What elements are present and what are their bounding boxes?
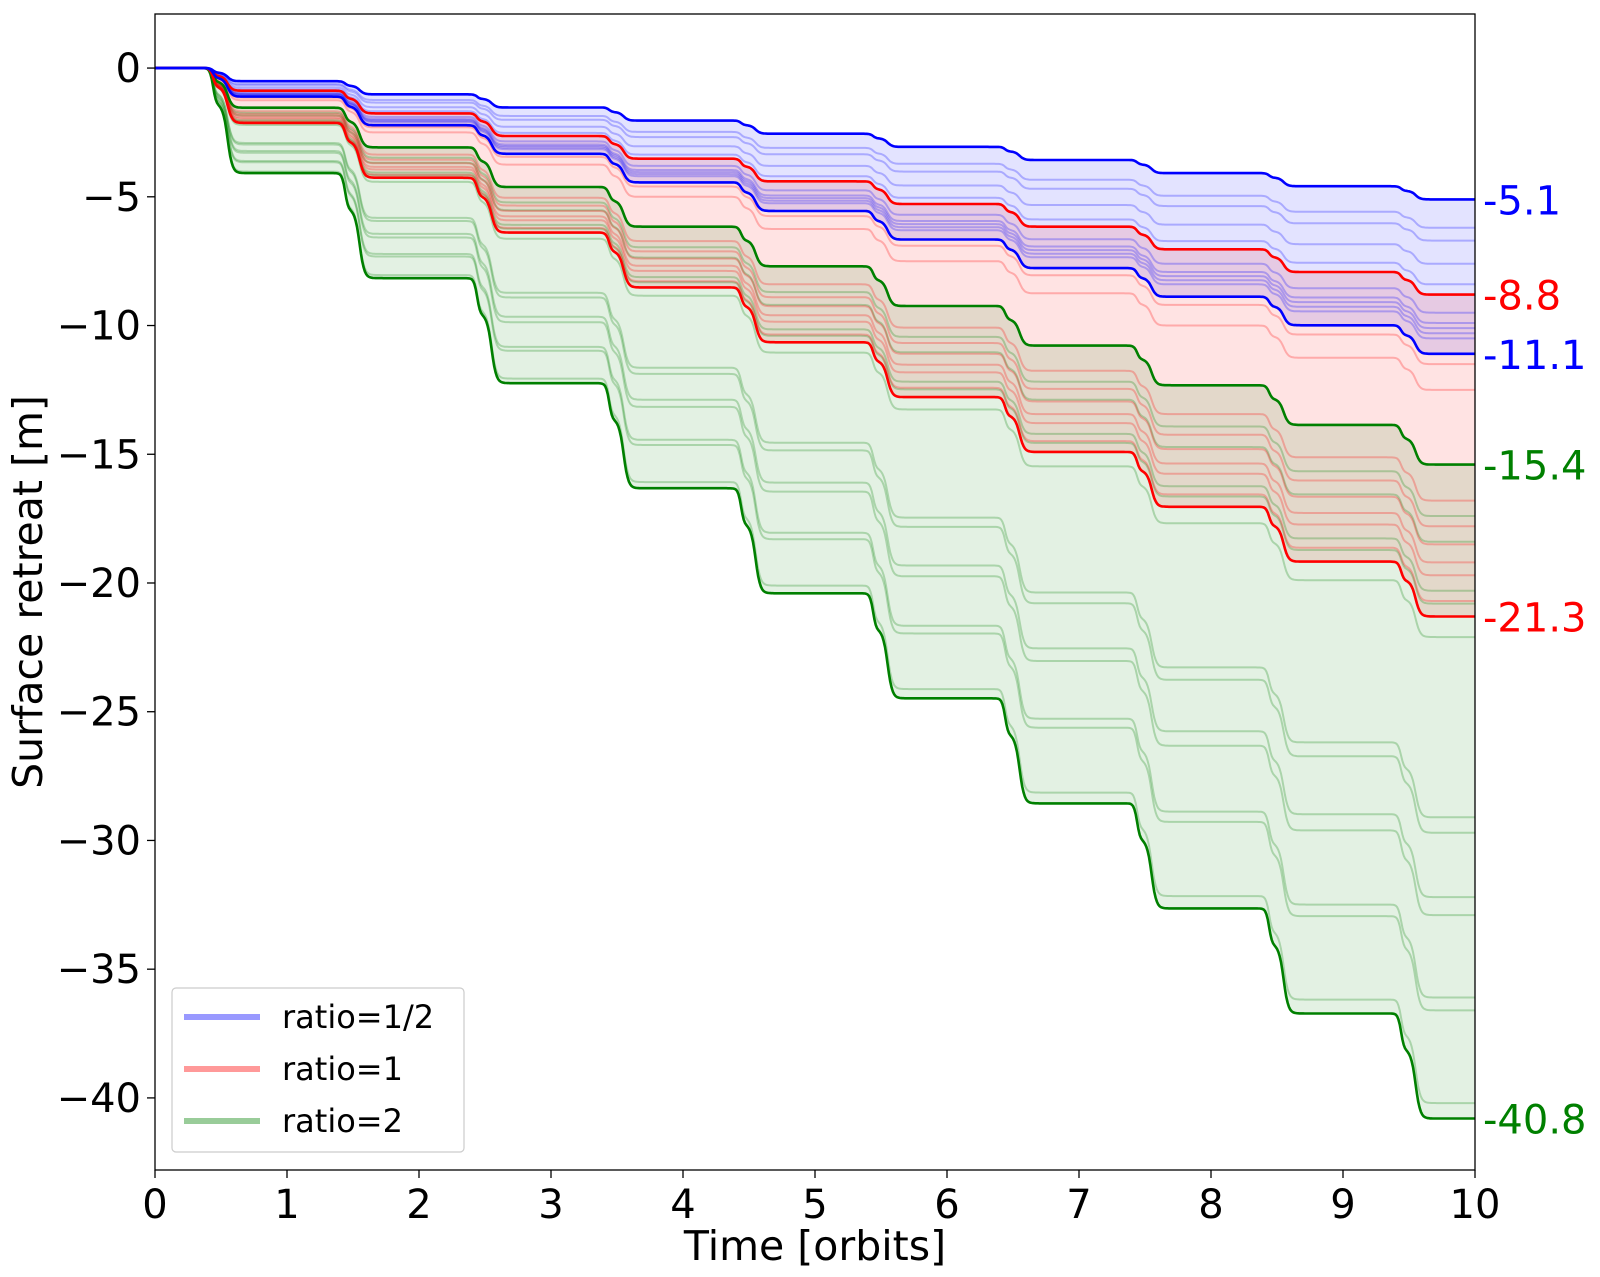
member-line-2-6 xyxy=(155,67,1475,819)
envelope-line-1-0 xyxy=(155,66,1475,296)
member-line-0-6 xyxy=(155,67,1475,324)
x-tick-label: 10 xyxy=(1450,1182,1501,1228)
x-tick-label: 1 xyxy=(274,1182,299,1228)
x-tick-label: 7 xyxy=(1066,1182,1091,1228)
member-line-0-5 xyxy=(155,67,1475,314)
x-axis-label: Time [orbits] xyxy=(683,1222,946,1270)
envelope-line-2-1 xyxy=(155,66,1475,1120)
member-line-1-4 xyxy=(155,67,1475,528)
legend-box xyxy=(171,987,465,1153)
member-line-0-8 xyxy=(155,67,1475,335)
y-tick-label: −30 xyxy=(57,818,141,864)
member-line-2-5 xyxy=(155,67,1475,639)
legend-label-ratio-half: ratio=1/2 xyxy=(282,998,434,1036)
member-line-2-7 xyxy=(155,67,1475,834)
x-tick-label: 3 xyxy=(538,1182,563,1228)
final-value-annotations: -5.1 -8.8 -11.1 -15.4 -21.3 -40.8 xyxy=(1483,178,1587,1143)
x-tick-label: 0 xyxy=(142,1182,167,1228)
member-line-2-10 xyxy=(155,67,1475,999)
final-value-label: -15.4 xyxy=(1483,444,1587,490)
member-line-2-8 xyxy=(155,67,1475,899)
y-tick-label: −35 xyxy=(57,947,141,993)
x-tick-label: 9 xyxy=(1330,1182,1355,1228)
envelope-line-0-1 xyxy=(155,66,1475,356)
envelope-lines xyxy=(155,66,1475,1120)
envelope-line-2-0 xyxy=(155,66,1475,466)
member-line-2-9 xyxy=(155,67,1475,917)
x-axis-ticks: 0 1 2 3 4 5 6 7 8 9 10 xyxy=(142,1170,1500,1228)
member-line-0-2 xyxy=(155,67,1475,242)
y-tick-label: −20 xyxy=(57,561,141,607)
member-line-2-1 xyxy=(155,67,1475,517)
envelope-line-0-0 xyxy=(155,66,1475,201)
legend-label-ratio-2: ratio=2 xyxy=(282,1102,403,1140)
final-value-label: -21.3 xyxy=(1483,595,1587,641)
final-value-label: -11.1 xyxy=(1483,333,1587,379)
member-line-1-2 xyxy=(155,67,1475,391)
member-line-1-1 xyxy=(155,67,1475,366)
x-tick-label: 6 xyxy=(934,1182,959,1228)
y-tick-label: −5 xyxy=(82,175,141,221)
x-tick-label: 5 xyxy=(802,1182,827,1228)
y-axis-label: Surface retreat [m] xyxy=(4,395,52,789)
member-line-0-9 xyxy=(155,67,1475,340)
member-line-1-7 xyxy=(155,67,1475,577)
final-value-label: -8.8 xyxy=(1483,274,1561,320)
x-tick-label: 4 xyxy=(670,1182,695,1228)
member-line-0-1 xyxy=(155,67,1475,229)
legend-label-ratio-1: ratio=1 xyxy=(282,1050,403,1088)
final-value-label: -5.1 xyxy=(1483,178,1561,224)
member-line-2-2 xyxy=(155,67,1475,543)
member-line-0-4 xyxy=(155,67,1475,286)
y-tick-label: −40 xyxy=(57,1076,141,1122)
member-line-1-6 xyxy=(155,67,1475,564)
member-line-2-4 xyxy=(155,67,1475,605)
y-tick-label: −10 xyxy=(57,304,141,350)
envelope-line-1-1 xyxy=(155,66,1475,618)
member-line-2-3 xyxy=(155,67,1475,592)
member-line-1-5 xyxy=(155,67,1475,546)
member-line-0-3 xyxy=(155,67,1475,265)
x-tick-label: 2 xyxy=(406,1182,431,1228)
y-axis-ticks: 0 −5 −10 −15 −20 −25 −30 −35 −40 xyxy=(57,46,155,1122)
member-line-0-7 xyxy=(155,67,1475,330)
final-value-label: -40.8 xyxy=(1483,1098,1587,1144)
member-line-1-8 xyxy=(155,67,1475,602)
y-tick-label: 0 xyxy=(116,46,141,92)
member-line-2-11 xyxy=(155,67,1475,1012)
member-line-2-12 xyxy=(155,67,1475,1105)
x-tick-label: 8 xyxy=(1198,1182,1223,1228)
member-line-1-3 xyxy=(155,67,1475,502)
fill-1 xyxy=(155,68,1475,617)
y-tick-label: −15 xyxy=(57,432,141,478)
y-tick-label: −25 xyxy=(57,690,141,736)
legend: ratio=1/2 ratio=1 ratio=2 xyxy=(171,987,465,1153)
